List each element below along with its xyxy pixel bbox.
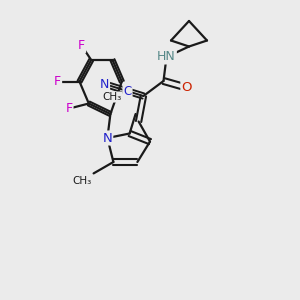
Text: O: O	[181, 81, 192, 94]
Text: N: N	[100, 77, 109, 91]
Text: HN: HN	[157, 50, 176, 64]
Text: CH₃: CH₃	[103, 92, 122, 102]
Text: CH₃: CH₃	[73, 176, 92, 186]
Text: N: N	[103, 131, 112, 145]
Text: C: C	[123, 85, 132, 98]
Text: F: F	[78, 39, 85, 52]
Text: F: F	[54, 75, 61, 88]
Text: F: F	[65, 102, 73, 115]
